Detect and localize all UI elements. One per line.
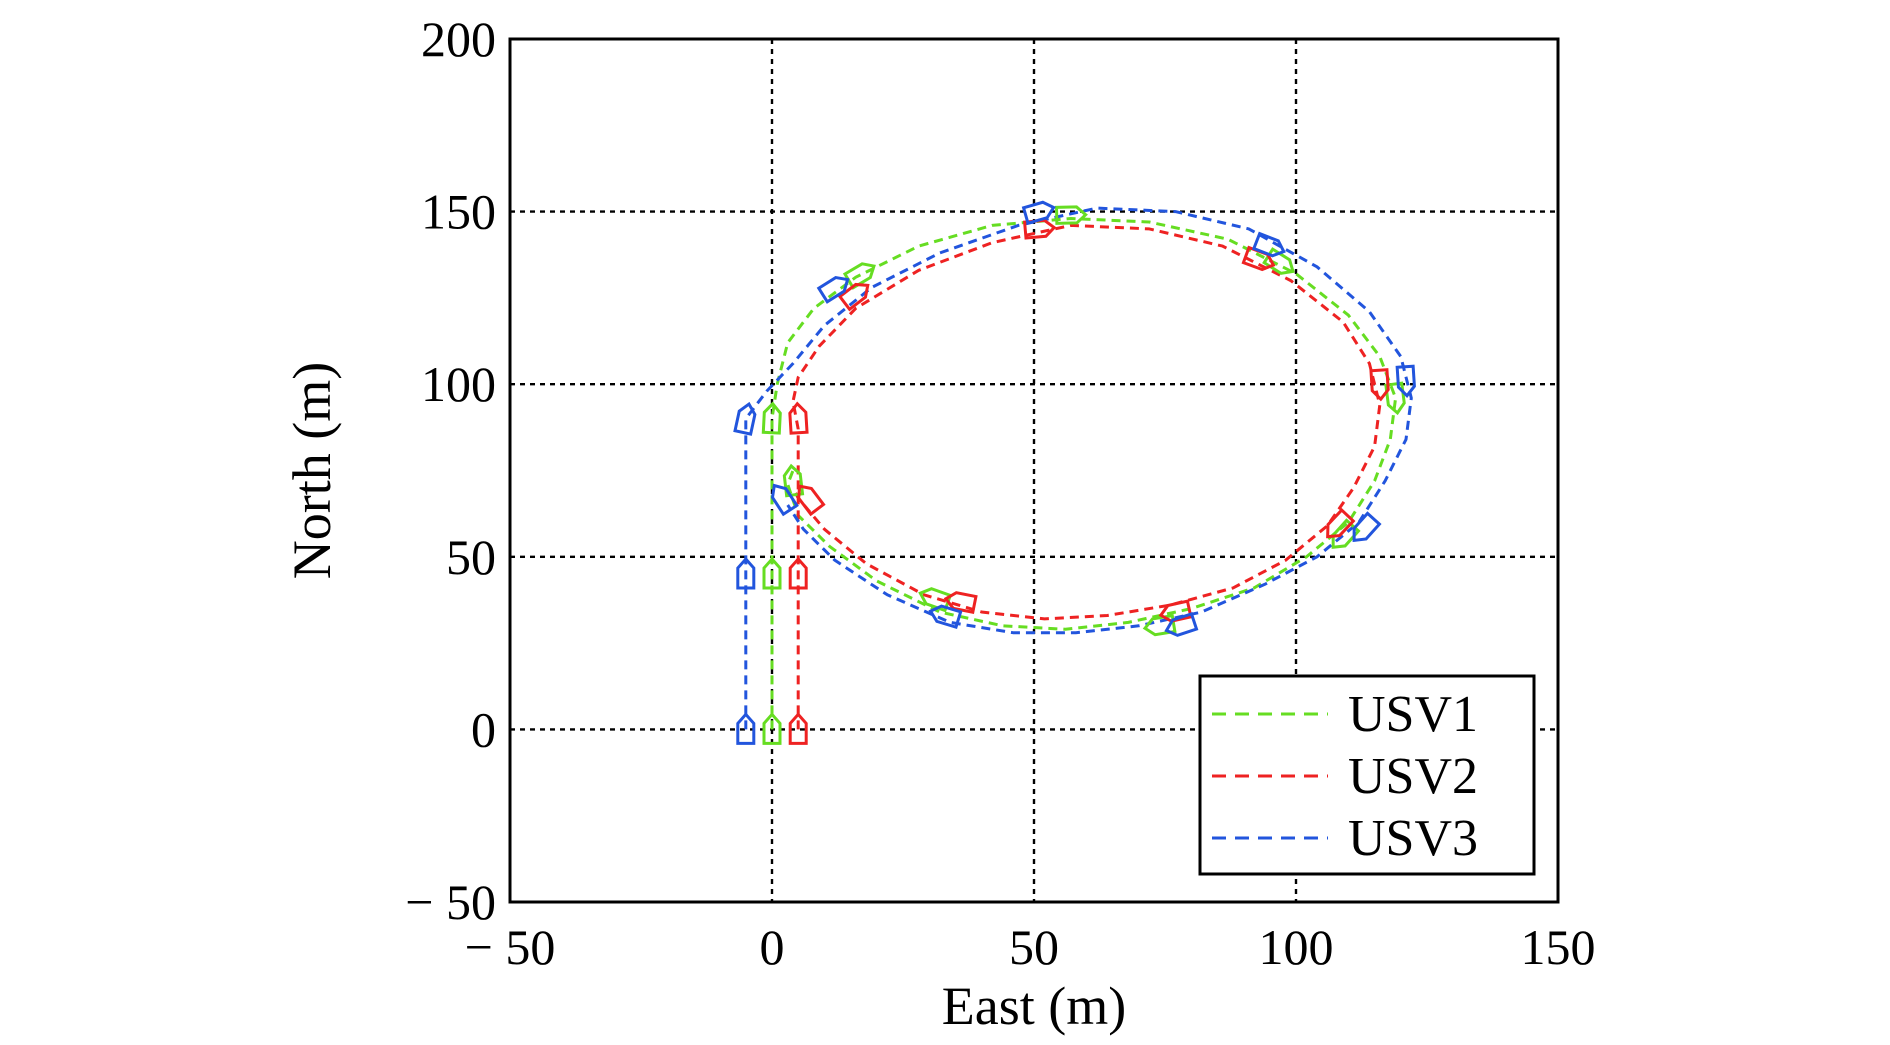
vessel-marker-usv1: [762, 556, 782, 590]
y-tick-label: 200: [421, 11, 496, 67]
x-tick-label: 150: [1521, 919, 1596, 975]
vessel-marker-usv2: [1369, 368, 1390, 402]
vessel-marker-usv3: [1164, 611, 1199, 637]
x-tick-label: − 50: [465, 919, 556, 975]
vessel-marker-usv3: [1352, 511, 1382, 543]
plot-frame: [508, 37, 1560, 904]
legend-label-usv1: USV1: [1348, 686, 1478, 743]
x-tick-label: 50: [1009, 919, 1059, 975]
series-line-usv3: [744, 206, 1413, 730]
x-tick-label: 0: [760, 919, 785, 975]
vessel-marker-usv3: [928, 604, 963, 630]
vessel-marker-usv2: [788, 556, 808, 590]
vessel-marker-usv1: [1142, 613, 1177, 637]
vessel-marker-usv2: [788, 401, 809, 435]
grid: [510, 39, 1558, 902]
vessel-marker-usv3: [770, 483, 799, 517]
vessel-markers: [733, 200, 1416, 745]
vessel-marker-usv1: [762, 712, 782, 745]
vessel-marker-usv1: [1384, 381, 1406, 416]
x-tick-label: 100: [1259, 919, 1334, 975]
vessel-marker-usv2: [943, 591, 978, 615]
vessel-marker-usv3: [733, 401, 757, 436]
vessel-marker-usv2: [797, 484, 826, 517]
vessel-marker-usv3: [736, 556, 756, 590]
vessel-marker-usv3: [1251, 231, 1286, 258]
vessel-marker-usv1: [782, 463, 805, 498]
vessel-marker-usv2: [1326, 507, 1356, 539]
vessel-marker-usv2: [1158, 599, 1193, 623]
y-tick-label: 100: [421, 356, 496, 412]
vessel-marker-usv1: [761, 401, 782, 435]
y-tick-label: 0: [471, 701, 496, 757]
vessel-marker-usv3: [1395, 364, 1416, 398]
y-tick-label: − 50: [405, 874, 496, 930]
y-tick-label: 50: [446, 529, 496, 585]
vessel-marker-usv2: [1022, 218, 1057, 240]
vessel-marker-usv1: [1054, 205, 1088, 225]
series-line-usv2: [791, 223, 1382, 730]
legend-label-usv2: USV2: [1348, 748, 1478, 805]
axis-ticks: − 50 0 50 100 150 − 50 0 50 100 150 200: [405, 11, 1595, 975]
y-tick-label: 150: [421, 184, 496, 240]
x-axis-title: East (m): [942, 976, 1126, 1036]
legend-label-usv3: USV3: [1348, 810, 1478, 867]
vessel-marker-usv2: [788, 712, 808, 745]
vessel-marker-usv3: [816, 276, 850, 304]
vessel-marker-usv3: [1021, 200, 1056, 225]
vessel-marker-usv1: [842, 262, 876, 290]
vessel-marker-usv2: [1241, 245, 1276, 272]
vessel-marker-usv2: [837, 282, 870, 312]
vessel-marker-usv3: [736, 712, 756, 745]
legend-box: [1198, 674, 1536, 876]
y-axis-title: North (m): [282, 362, 342, 579]
